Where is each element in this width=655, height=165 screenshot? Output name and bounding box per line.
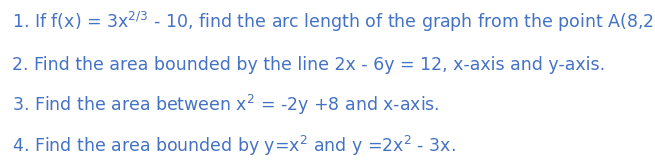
Text: 4. Find the area bounded by y=x$^{2}$ and y =2x$^{2}$ - 3x.: 4. Find the area bounded by y=x$^{2}$ an… (12, 134, 455, 158)
Text: 2. Find the area bounded by the line 2x - 6y = 12, x-axis and y-axis.: 2. Find the area bounded by the line 2x … (12, 56, 605, 74)
Text: 3. Find the area between x$^{2}$ = -2y +8 and x-axis.: 3. Find the area between x$^{2}$ = -2y +… (12, 92, 440, 116)
Text: 1. If f(x) = 3x$^{2/3}$ - 10, find the arc length of the graph from the point A(: 1. If f(x) = 3x$^{2/3}$ - 10, find the a… (12, 10, 655, 34)
